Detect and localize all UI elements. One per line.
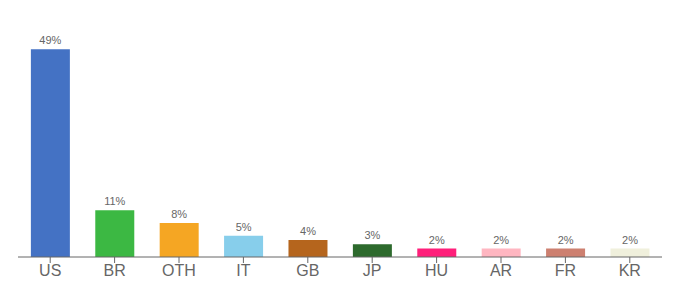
svg-text:FR: FR — [555, 262, 576, 279]
svg-text:JP: JP — [363, 262, 382, 279]
svg-text:3%: 3% — [364, 229, 380, 241]
svg-text:AR: AR — [490, 262, 512, 279]
svg-text:KR: KR — [619, 262, 641, 279]
svg-text:BR: BR — [103, 262, 125, 279]
svg-text:GB: GB — [296, 262, 319, 279]
svg-text:4%: 4% — [300, 225, 316, 237]
svg-text:5%: 5% — [236, 221, 252, 233]
svg-text:2%: 2% — [622, 234, 638, 246]
svg-text:US: US — [39, 262, 61, 279]
svg-text:2%: 2% — [493, 234, 509, 246]
svg-text:2%: 2% — [558, 234, 574, 246]
svg-text:IT: IT — [236, 262, 250, 279]
svg-text:49%: 49% — [39, 34, 61, 46]
svg-text:OTH: OTH — [162, 262, 196, 279]
svg-text:11%: 11% — [104, 195, 125, 207]
svg-text:HU: HU — [425, 262, 448, 279]
svg-text:8%: 8% — [171, 208, 187, 220]
svg-text:2%: 2% — [429, 234, 445, 246]
